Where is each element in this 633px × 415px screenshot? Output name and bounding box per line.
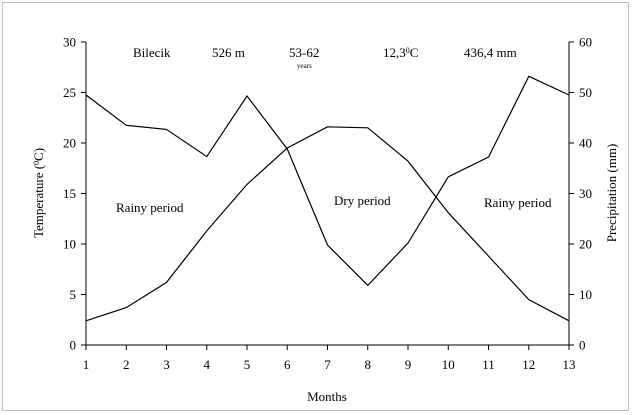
- right-axis-label: Precipitation (mm): [604, 144, 619, 243]
- precipitation-line: [85, 75, 570, 287]
- left-tick-label: 10: [63, 237, 76, 252]
- x-tick-label: 1: [83, 357, 90, 372]
- x-tick-label: 2: [123, 357, 130, 372]
- right-tick-label: 20: [579, 237, 592, 252]
- right-tick-label: 10: [579, 287, 592, 302]
- x-tick-label: 4: [204, 357, 211, 372]
- right-tick-label: 0: [579, 338, 586, 353]
- left-tick-label: 25: [63, 85, 76, 100]
- right-tick-label: 60: [579, 35, 592, 50]
- x-tick-label: 8: [365, 357, 372, 372]
- x-tick-label: 7: [324, 357, 331, 372]
- observation-period: 53-62: [289, 45, 319, 60]
- left-axis-ticks: 0 5 10 15 20 25 30: [63, 35, 86, 353]
- left-tick-label: 30: [63, 35, 76, 50]
- right-tick-label: 30: [579, 186, 592, 201]
- left-tick-label: 0: [70, 338, 77, 353]
- x-tick-label: 10: [442, 357, 455, 372]
- left-tick-label: 5: [70, 287, 77, 302]
- right-tick-label: 50: [579, 85, 592, 100]
- x-axis-label: Months: [307, 389, 347, 404]
- left-axis-label: Temperature (0C): [31, 148, 46, 238]
- observation-period-unit: years: [297, 62, 312, 70]
- station-name: Bilecik: [133, 45, 171, 60]
- x-tick-label: 6: [284, 357, 291, 372]
- rainy-period-label-right: Rainy period: [484, 195, 552, 210]
- x-axis-ticks: 1 2 3 4 5 6 7 8 9 10 11 12 13: [83, 345, 576, 372]
- temperature-line: [85, 126, 570, 322]
- left-tick-label: 20: [63, 136, 76, 151]
- right-tick-label: 40: [579, 136, 592, 151]
- station-altitude: 526 m: [212, 45, 245, 60]
- left-tick-label: 15: [63, 186, 76, 201]
- dry-period-label: Dry period: [334, 193, 391, 208]
- x-tick-label: 13: [563, 357, 576, 372]
- x-tick-label: 3: [163, 357, 170, 372]
- rainy-period-label-left: Rainy period: [116, 200, 184, 215]
- mean-temperature: 12,30C: [383, 45, 418, 60]
- x-tick-label: 12: [522, 357, 535, 372]
- x-tick-label: 9: [405, 357, 412, 372]
- right-axis-ticks: 0 10 20 30 40 50 60: [569, 35, 592, 353]
- x-tick-label: 11: [482, 357, 495, 372]
- x-tick-label: 5: [244, 357, 251, 372]
- chart-frame: [2, 2, 629, 411]
- annual-precipitation: 436,4 mm: [464, 45, 517, 60]
